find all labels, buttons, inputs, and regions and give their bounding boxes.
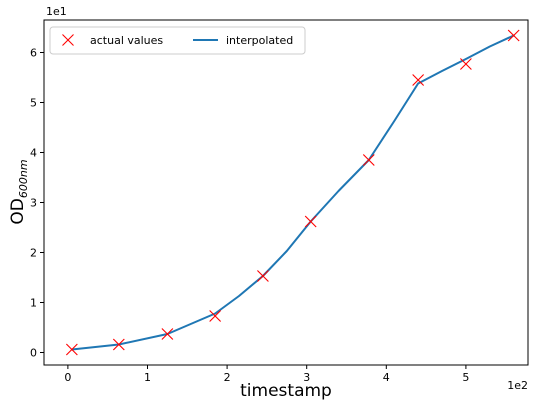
marker-stroke (112, 338, 125, 351)
marker-stroke (209, 310, 222, 322)
x-axis-ticks: 0 1 2 3 4 5 (64, 365, 469, 384)
x-tick-label: 1 (144, 371, 151, 384)
x-tick-label: 0 (64, 371, 71, 384)
data-point-actual-value (209, 310, 222, 322)
y-tick-label: 0 (30, 347, 37, 360)
y-axis-label-subscript: 600nm (17, 159, 30, 198)
y-axis-multiplier: 1e1 (46, 5, 67, 18)
legend-marker-actual-values (62, 34, 74, 46)
plot-area (65, 29, 520, 356)
x-tick-label: 3 (303, 371, 310, 384)
marker-stroke (161, 328, 174, 340)
y-tick-label: 6 (30, 47, 37, 60)
x-tick-label: 2 (224, 371, 231, 384)
legend-label-interpolated: interpolated (226, 34, 293, 47)
y-tick-label: 5 (30, 97, 37, 110)
marker-stroke (362, 154, 375, 166)
axes-frame (43, 19, 529, 366)
x-tick-label: 5 (462, 371, 469, 384)
y-tick-label: 2 (30, 247, 37, 260)
legend-marker-cross (62, 34, 74, 46)
legend-label-actual-values: actual values (90, 34, 163, 47)
y-axis-label: OD600nm (8, 159, 30, 224)
marker-stroke (257, 270, 269, 282)
data-point-actual-value (304, 215, 317, 228)
y-tick-label: 3 (30, 197, 37, 210)
marker-stroke (507, 29, 520, 42)
data-point-actual-value (65, 343, 78, 356)
data-point-actual-value (412, 74, 425, 86)
marker-stroke (304, 215, 317, 228)
legend: actual values interpolated (49, 26, 306, 55)
legend-box (49, 26, 306, 55)
marker-stroke (62, 34, 74, 46)
y-axis-ticks: 0 1 2 3 4 5 6 (30, 47, 44, 360)
x-axis-multiplier: 1e2 (507, 379, 528, 392)
y-tick-label: 4 (30, 147, 37, 160)
x-tick-label: 4 (383, 371, 390, 384)
series-line-interpolated (70, 34, 515, 351)
data-point-actual-value (112, 338, 125, 351)
data-point-actual-value (161, 328, 174, 340)
x-axis-label: timestamp (240, 381, 332, 401)
y-tick-label: 1 (30, 297, 37, 310)
marker-stroke (65, 343, 78, 356)
data-point-actual-value (460, 58, 472, 70)
data-point-actual-value (507, 29, 520, 42)
data-point-actual-value (257, 270, 269, 282)
data-point-actual-value (362, 154, 375, 166)
marker-stroke (412, 74, 425, 86)
marker-stroke (460, 58, 472, 70)
y-axis-label-base: OD (8, 198, 28, 224)
